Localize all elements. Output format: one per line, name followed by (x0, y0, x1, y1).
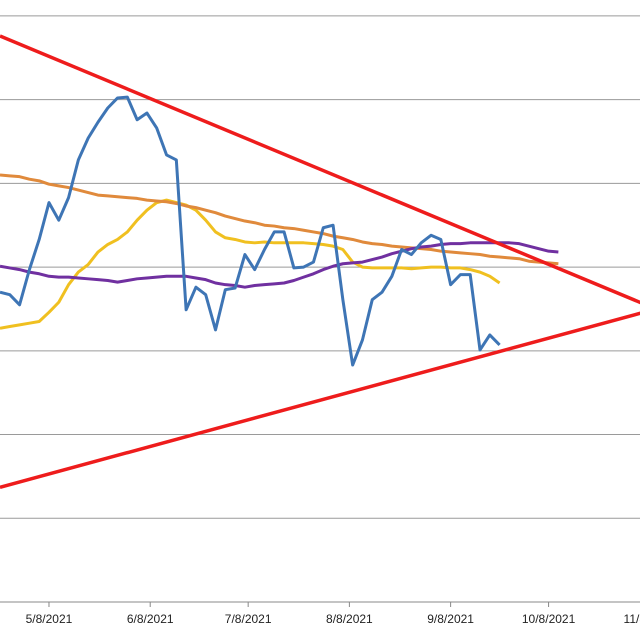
series-line (0, 95, 501, 367)
x-tick-label: 5/8/2021 (26, 612, 73, 626)
x-tick-label: 9/8/2021 (427, 612, 474, 626)
trend-line (0, 311, 640, 489)
x-tick-label: 10/8/2021 (522, 612, 576, 626)
x-tick-label: 11/8/2021 (624, 612, 640, 626)
x-tick-label: 7/8/2021 (225, 612, 272, 626)
trend-line (0, 34, 640, 305)
x-tick-label: 8/8/2021 (326, 612, 373, 626)
series-line (0, 241, 559, 289)
x-tick-label: 6/8/2021 (127, 612, 174, 626)
series-line (0, 198, 501, 330)
series-line (0, 173, 559, 266)
